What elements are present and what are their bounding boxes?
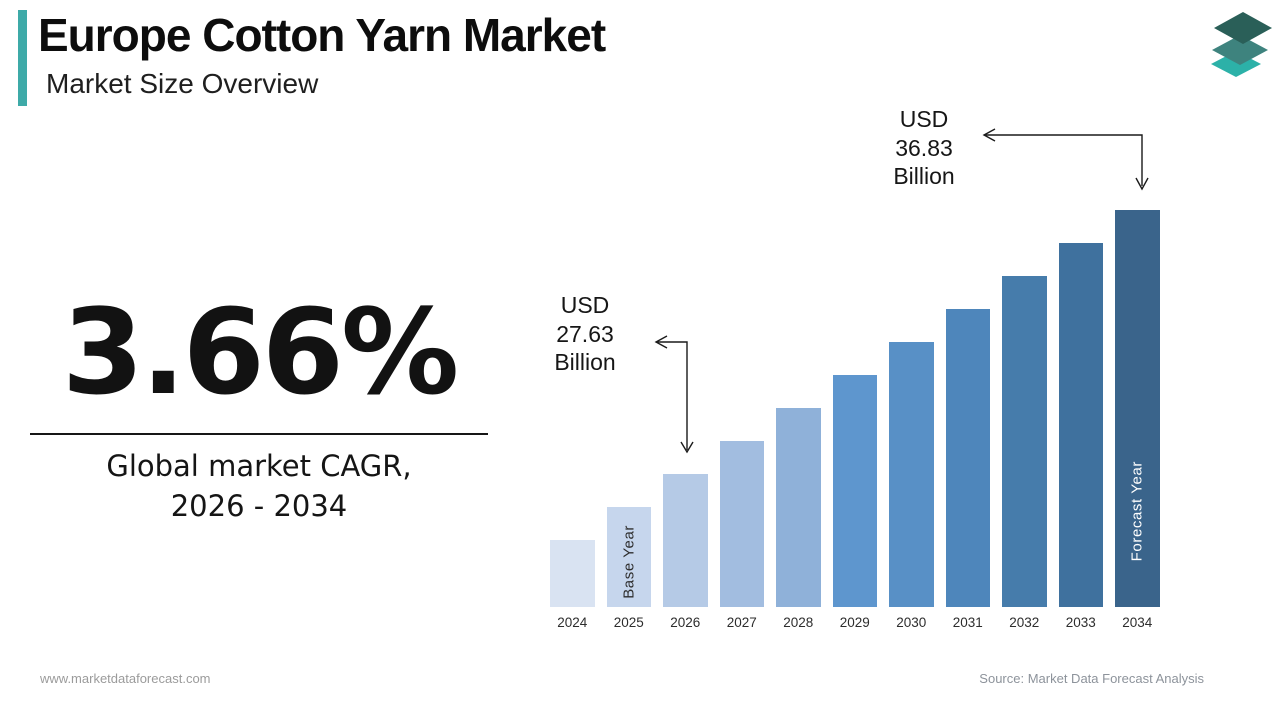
x-axis-label-2029: 2029 bbox=[839, 615, 870, 630]
annotation-line: Billion bbox=[893, 163, 955, 189]
page-title: Europe Cotton Yarn Market bbox=[38, 9, 606, 61]
cagr-caption-line1: Global market CAGR, bbox=[106, 449, 412, 483]
bar-inner-label: Base Year bbox=[620, 525, 638, 599]
logo-layer-top-icon bbox=[1214, 12, 1272, 44]
bar-2028 bbox=[776, 408, 821, 607]
cagr-caption: Global market CAGR, 2026 - 2034 bbox=[28, 446, 490, 526]
footer-source-note: Source: Market Data Forecast Analysis bbox=[979, 671, 1204, 686]
annotation-line: 27.63 bbox=[556, 320, 614, 347]
bar-2032 bbox=[1002, 276, 1047, 607]
x-axis-label-2031: 2031 bbox=[952, 615, 983, 630]
annotation-line: Billion bbox=[554, 349, 616, 375]
footer-website-link: www.marketdataforecast.com bbox=[40, 671, 211, 686]
annotation-line: USD bbox=[560, 292, 610, 318]
x-axis-labels: 2024 2025 2026 2027 2028 2029 2030 2031 2032 2033… bbox=[550, 615, 1160, 630]
bar-2025: Base Year bbox=[606, 507, 651, 607]
x-axis-label-2032: 2032 bbox=[1009, 615, 1040, 630]
x-axis-label-2034: 2034 bbox=[1122, 615, 1153, 630]
annotation-line: 36.83 bbox=[895, 134, 953, 161]
x-axis-label-2027: 2027 bbox=[726, 615, 757, 630]
x-axis-label-2026: 2026 bbox=[670, 615, 701, 630]
bar-2031 bbox=[945, 309, 990, 607]
bar-2033 bbox=[1058, 243, 1103, 607]
page-subtitle: Market Size Overview bbox=[46, 68, 319, 99]
cagr-caption-line2: 2026 - 2034 bbox=[170, 489, 348, 523]
bar-2026 bbox=[663, 474, 708, 607]
arrowhead-down-icon bbox=[1135, 177, 1149, 191]
x-axis-label-2030: 2030 bbox=[896, 615, 927, 630]
x-axis-label-2024: 2024 bbox=[557, 615, 588, 630]
bar-2030 bbox=[889, 342, 934, 607]
cagr-value: 3.66% bbox=[61, 283, 459, 421]
title-accent-bar bbox=[18, 10, 27, 106]
bar-2024 bbox=[550, 540, 595, 607]
bar-2029 bbox=[832, 375, 877, 607]
x-axis-label-2033: 2033 bbox=[1065, 615, 1096, 630]
bar-2034: Forecast Year bbox=[1115, 210, 1160, 607]
bar-chart: Base Year Forecast Year bbox=[550, 200, 1160, 607]
annotation-forecast-year-value: USD 36.83 Billion bbox=[862, 105, 986, 191]
annotation-base-year-value: USD 27.63 Billion bbox=[523, 291, 647, 377]
stat-divider bbox=[30, 433, 488, 435]
x-axis-label-2028: 2028 bbox=[783, 615, 814, 630]
x-axis-label-2025: 2025 bbox=[613, 615, 644, 630]
bar-2027 bbox=[719, 441, 764, 607]
bar-inner-label: Forecast Year bbox=[1128, 460, 1146, 561]
annotation-line: USD bbox=[899, 106, 949, 132]
arrow-to-2034-bar bbox=[985, 134, 1143, 186]
